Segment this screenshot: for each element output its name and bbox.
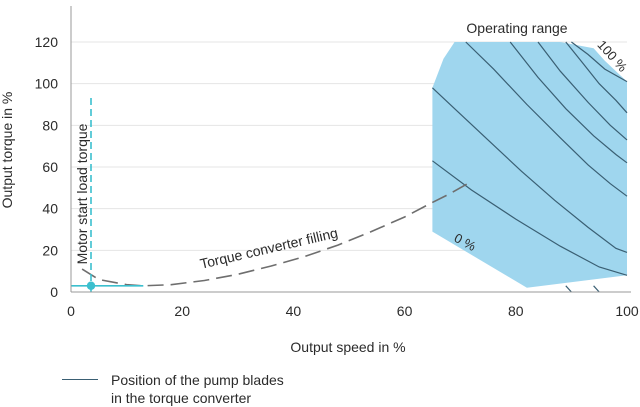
x-tick-label: 80 <box>508 303 524 319</box>
legend-line-swatch <box>62 379 98 380</box>
y-axis-label: Output torque in % <box>0 92 15 209</box>
operating-range-region <box>432 42 627 288</box>
pump-blade-line <box>537 41 628 141</box>
legend-label: Position of the pump blades in the torqu… <box>111 371 284 407</box>
axes <box>70 6 631 293</box>
filling-label: Torque converter filling <box>198 224 339 271</box>
motor-start-label: Motor start load torque <box>74 123 90 264</box>
legend-label-line-1: Position of the pump blades <box>111 372 284 388</box>
pump-blade-line <box>431 87 628 253</box>
series-torque-converter-filling <box>81 180 472 287</box>
x-tick-label: 40 <box>286 303 302 319</box>
x-tick-label: 0 <box>67 303 75 319</box>
pump-blade-line <box>465 41 628 197</box>
y-tick-label: 100 <box>35 76 59 92</box>
y-tick-label: 120 <box>35 34 59 50</box>
pump-blade-line <box>565 41 628 114</box>
pump-blade-line <box>571 41 628 83</box>
y-tick-label: 40 <box>42 201 58 217</box>
y-tick-label: 20 <box>42 242 58 258</box>
x-tick-label: 20 <box>174 303 190 319</box>
pump-blade-line <box>509 41 628 164</box>
y-tick-label: 60 <box>42 159 58 175</box>
legend: Position of the pump blades in the torqu… <box>62 371 284 407</box>
operating-range-label: Operating range <box>466 20 567 36</box>
x-tick-label: 60 <box>397 303 413 319</box>
y-tick-label: 80 <box>42 117 58 133</box>
series-lines <box>71 94 472 292</box>
motor-start-marker <box>86 281 96 290</box>
x-axis-label: Output speed in % <box>290 339 405 355</box>
pump-blade-line <box>565 285 572 293</box>
chart: 0 20 40 60 80 100 0 20 40 60 80 100 120 Output torqu… <box>0 6 639 355</box>
tick-labels: 0 20 40 60 80 100 0 20 40 60 80 100 120 <box>35 34 639 319</box>
y-tick-label: 0 <box>50 284 58 300</box>
x-tick-label: 100 <box>615 303 639 319</box>
pump-blade-line <box>593 285 600 293</box>
legend-label-line-2: in the torque converter <box>111 390 252 406</box>
operating-range-area <box>432 42 627 288</box>
